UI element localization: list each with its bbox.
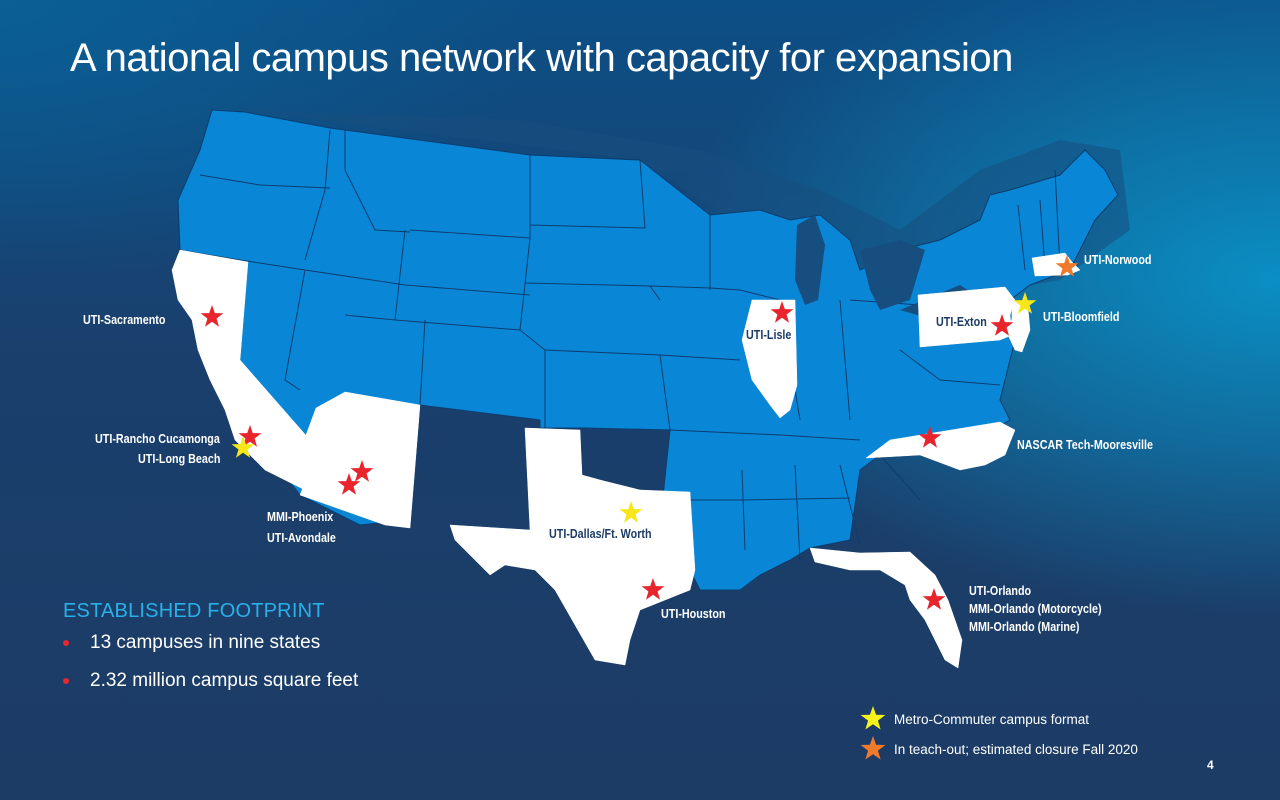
slide-title: A national campus network with capacity …	[70, 36, 1013, 80]
label-phoenix: MMI-Phoenix	[267, 510, 334, 524]
state-north-carolina	[865, 421, 1016, 471]
label-bloomfield: UTI-Bloomfield	[1043, 310, 1120, 324]
legend-item-teach-out: In teach-out; estimated closure Fall 202…	[860, 734, 1138, 764]
state-arizona	[299, 391, 421, 529]
label-mmi-orlando-marine: MMI-Orlando (Marine)	[969, 620, 1080, 634]
legend-label: Metro-Commuter campus format	[894, 711, 1090, 727]
legend-item-metro-commuter: Metro-Commuter campus format	[860, 704, 1138, 734]
bullet-text: 2.32 million campus square feet	[90, 670, 359, 691]
state-texas	[449, 427, 696, 666]
state-illinois	[741, 299, 798, 419]
state-florida	[809, 547, 963, 669]
label-mmi-orlando-motorcycle: MMI-Orlando (Motorcycle)	[969, 602, 1102, 616]
campus-states	[171, 249, 1081, 669]
footprint-section: ESTABLISHED FOOTPRINT 13 campuses in nin…	[63, 600, 358, 709]
label-avondale: UTI-Avondale	[267, 531, 336, 545]
state-new-jersey	[1007, 299, 1031, 353]
label-norwood: UTI-Norwood	[1084, 253, 1152, 267]
legend-label: In teach-out; estimated closure Fall 202…	[894, 741, 1138, 757]
bullet-text: 13 campuses in nine states	[90, 632, 321, 653]
label-dallas: UTI-Dallas/Ft. Worth	[549, 527, 652, 541]
label-rancho-cucamonga: UTI-Rancho Cucamonga	[95, 432, 220, 446]
footprint-bullets: 13 campuses in nine states 2.32 million …	[63, 633, 358, 709]
label-mooresville: NASCAR Tech-Mooresville	[1017, 438, 1154, 452]
label-lisle: UTI-Lisle	[746, 328, 792, 342]
label-houston: UTI-Houston	[661, 607, 726, 621]
label-orlando: UTI-Orlando	[969, 584, 1032, 598]
bullet-dot-icon	[63, 678, 69, 684]
label-exton: UTI-Exton	[936, 315, 987, 329]
footprint-heading: ESTABLISHED FOOTPRINT	[63, 600, 325, 622]
yellow-star-icon	[860, 706, 886, 730]
label-long-beach: UTI-Long Beach	[138, 452, 221, 466]
bullet-item: 13 campuses in nine states	[63, 633, 358, 671]
bullet-dot-icon	[63, 640, 69, 646]
orange-star-icon	[860, 736, 886, 760]
bullet-item: 2.32 million campus square feet	[63, 671, 358, 709]
page-number: 4	[1207, 758, 1214, 772]
map-legend: Metro-Commuter campus format In teach-ou…	[860, 704, 1138, 764]
label-sacramento: UTI-Sacramento	[83, 313, 166, 327]
